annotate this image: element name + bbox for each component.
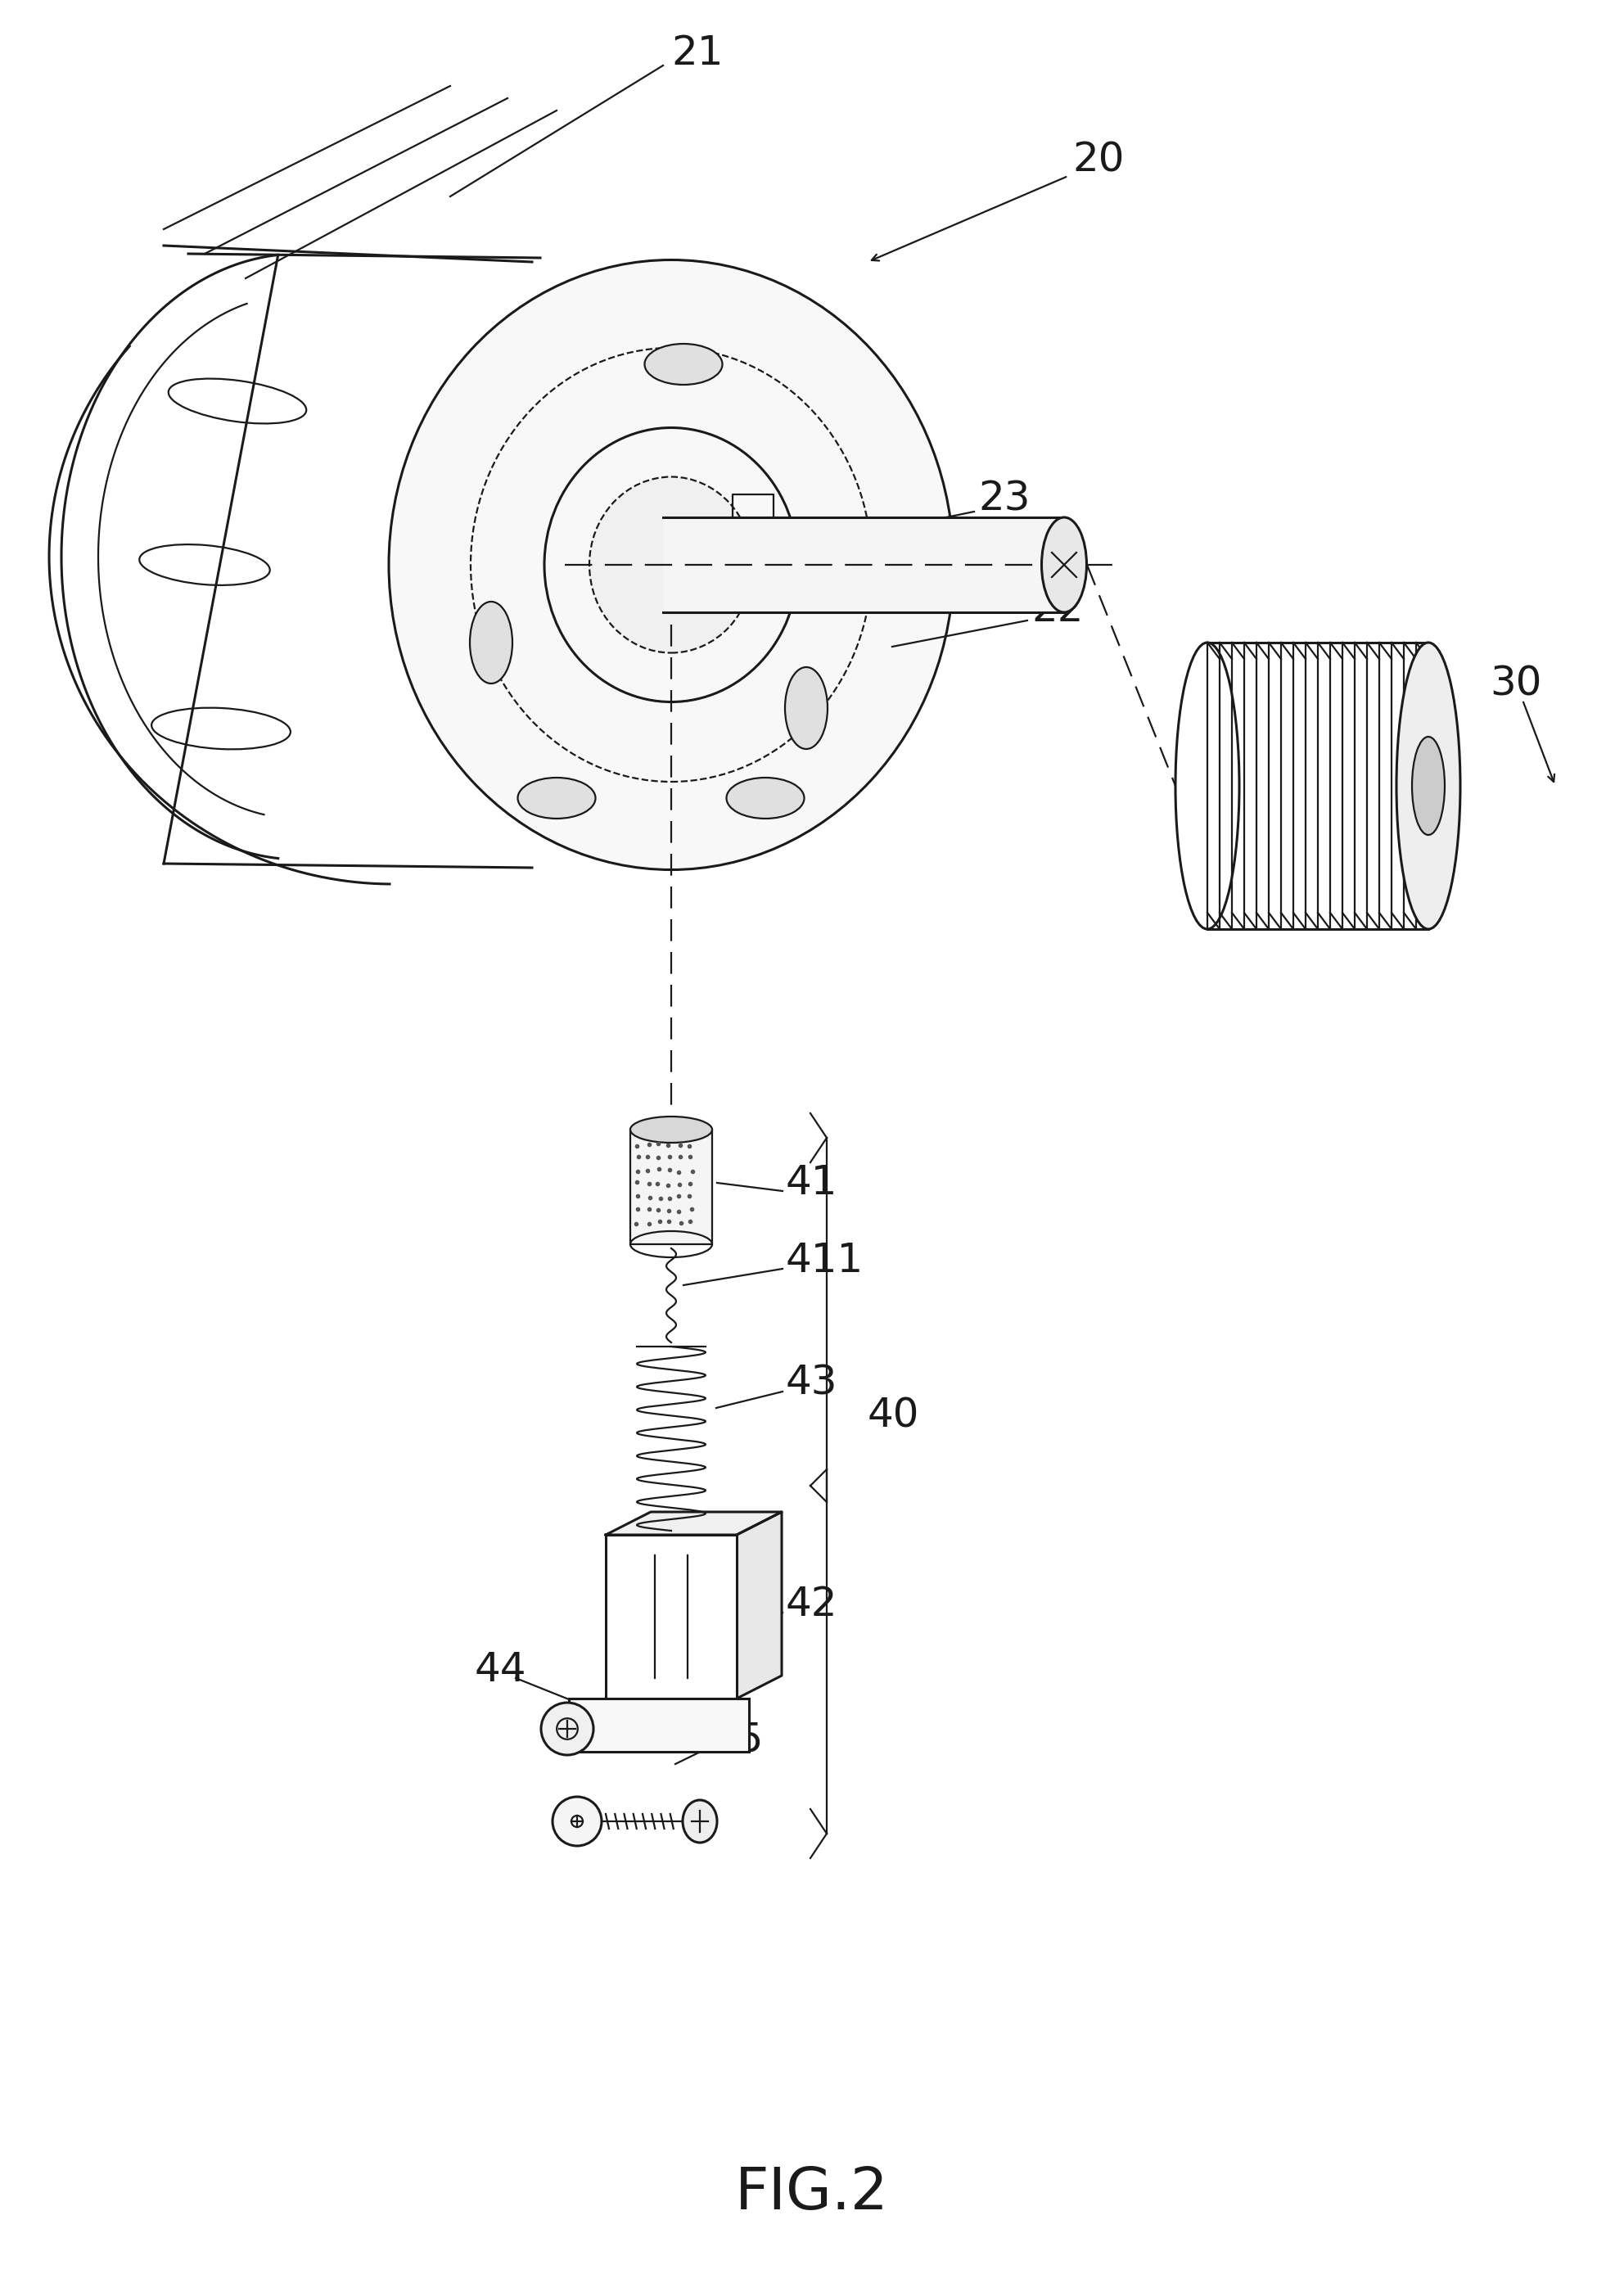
Polygon shape: [606, 1513, 781, 1536]
Text: 21: 21: [671, 34, 723, 73]
Ellipse shape: [682, 1799, 718, 1843]
Text: 20: 20: [1072, 140, 1124, 179]
Text: 411: 411: [786, 1240, 864, 1281]
Ellipse shape: [552, 1797, 601, 1845]
Ellipse shape: [630, 1116, 713, 1144]
Text: 45: 45: [713, 1719, 765, 1760]
Ellipse shape: [541, 1703, 593, 1756]
Text: 30: 30: [1489, 665, 1541, 704]
Text: FIG.2: FIG.2: [736, 2166, 888, 2221]
Ellipse shape: [1411, 736, 1445, 834]
Ellipse shape: [544, 429, 797, 701]
Bar: [630, 1130, 713, 1245]
Ellipse shape: [1397, 642, 1460, 928]
Text: 31: 31: [1346, 681, 1398, 720]
Text: 22: 22: [1031, 589, 1083, 630]
Ellipse shape: [469, 601, 513, 683]
Ellipse shape: [388, 259, 953, 869]
Text: 23: 23: [978, 479, 1030, 518]
Text: 43: 43: [786, 1364, 838, 1403]
Ellipse shape: [1041, 518, 1086, 612]
Text: 44: 44: [474, 1650, 526, 1689]
Text: 42: 42: [786, 1584, 838, 1625]
Bar: [1207, 642, 1429, 928]
Polygon shape: [737, 1513, 781, 1698]
Bar: [606, 1536, 737, 1698]
Ellipse shape: [645, 344, 723, 385]
Ellipse shape: [590, 477, 754, 653]
Ellipse shape: [518, 777, 596, 818]
Text: 40: 40: [867, 1396, 919, 1435]
Ellipse shape: [1176, 642, 1239, 928]
Ellipse shape: [784, 667, 828, 749]
Text: 41: 41: [786, 1164, 838, 1203]
Bar: [568, 1698, 749, 1751]
Bar: [663, 518, 1064, 612]
Ellipse shape: [726, 777, 804, 818]
